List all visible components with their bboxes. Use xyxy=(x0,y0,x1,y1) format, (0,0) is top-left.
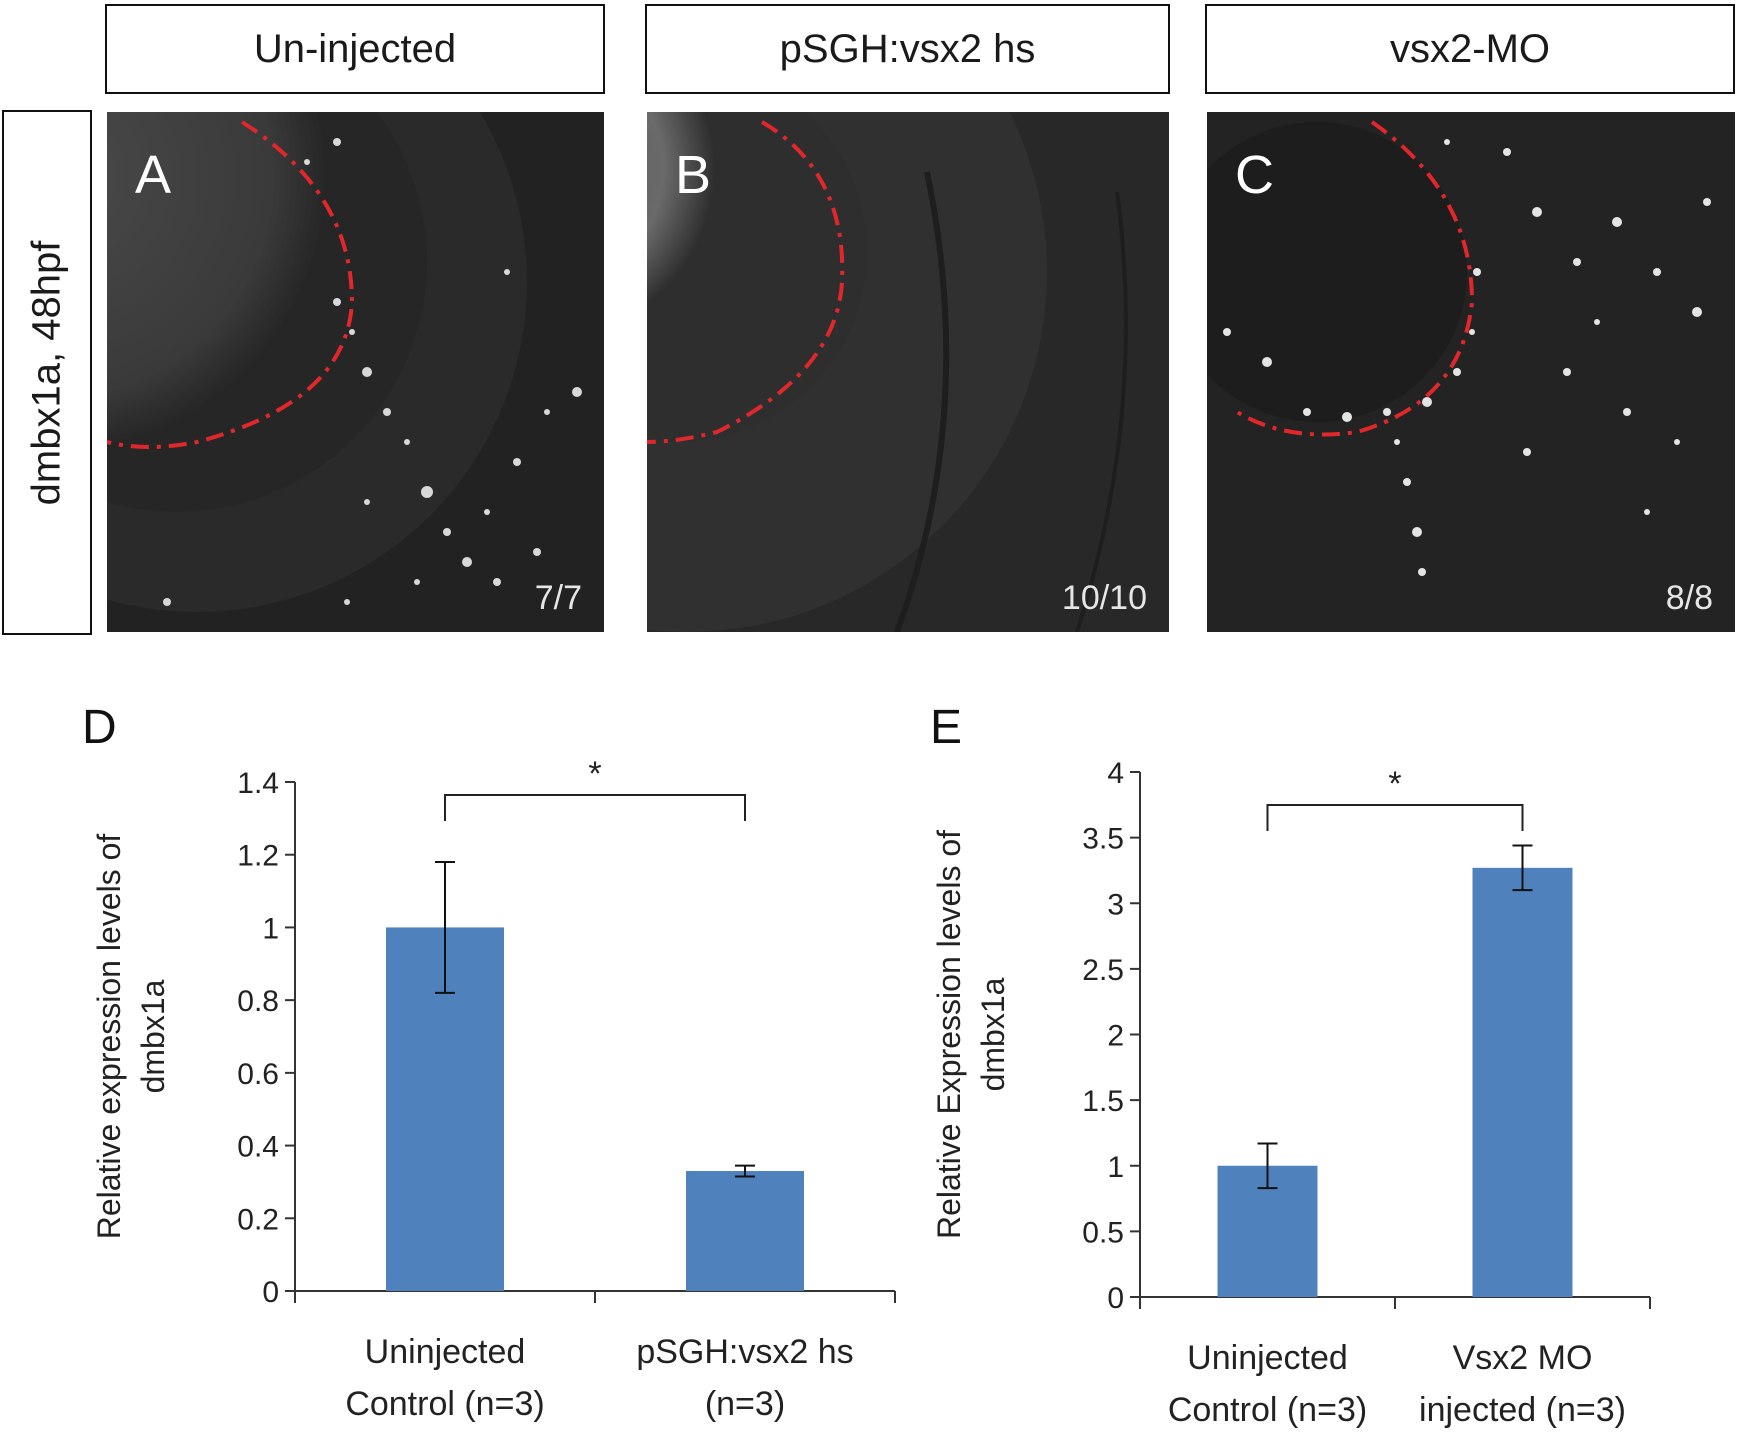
micrograph-image-b xyxy=(647,112,1169,632)
micrograph-image-c xyxy=(1207,112,1735,632)
significance-marker: * xyxy=(1388,765,1401,803)
y-tick-label: 1.5 xyxy=(1082,1085,1124,1118)
x-category-label: injected (n=3) xyxy=(1419,1391,1626,1429)
chart-svg: 0 0.5 1 1.5 2 2.5 3 3.5 4 Uninjected Control (n=3)… xyxy=(931,757,1651,1429)
panel-letter: B xyxy=(675,145,712,205)
panel-count: 10/10 xyxy=(1061,579,1147,617)
y-tick-label: 0.4 xyxy=(237,1131,279,1164)
bar xyxy=(686,1171,804,1291)
x-category-label: Control (n=3) xyxy=(1168,1391,1367,1429)
x-category-label: Uninjected xyxy=(365,1333,526,1371)
y-axis-label: Relative expression levels of xyxy=(91,834,127,1240)
y-tick-label: 1 xyxy=(1107,1151,1124,1184)
significance-bracket xyxy=(1266,804,1524,831)
row-header: dmbx1a, 48hpf xyxy=(2,110,92,635)
panel-letter: C xyxy=(1235,145,1274,205)
micrograph-image-a xyxy=(107,112,604,632)
x-category-label: pSGH:vsx2 hs xyxy=(636,1333,853,1371)
micrograph-panel-a: A 7/7 xyxy=(107,112,604,632)
y-tick-label: 1.4 xyxy=(237,767,279,800)
y-tick-label: 0.2 xyxy=(237,1203,279,1236)
column-header-label: vsx2-MO xyxy=(1390,26,1550,71)
x-category-label: Control (n=3) xyxy=(345,1385,544,1423)
y-tick-label: 4 xyxy=(1107,757,1124,790)
column-header-label: pSGH:vsx2 hs xyxy=(779,26,1036,71)
significance-bracket xyxy=(444,794,746,821)
micrograph-panel-c: C 8/8 xyxy=(1207,112,1735,632)
x-category-label: (n=3) xyxy=(705,1385,785,1423)
chart-letter-d: D xyxy=(82,701,117,754)
column-header-uninjected: Un-injected xyxy=(105,4,605,94)
panel-letter: A xyxy=(135,145,172,205)
bar-chart-e: 0 0.5 1 1.5 2 2.5 3 3.5 4 Uninjected Control (n=3)… xyxy=(930,750,1740,1440)
column-header-label: Un-injected xyxy=(253,26,457,71)
significance-marker: * xyxy=(588,755,601,793)
panel-count: 8/8 xyxy=(1665,579,1713,617)
retina-outline xyxy=(1235,120,1475,437)
signal-speckles xyxy=(163,138,582,606)
y-tick-label: 1.2 xyxy=(237,840,279,873)
y-axis-label: Relative Expression levels of xyxy=(931,830,967,1239)
column-header-psgh: pSGH:vsx2 hs xyxy=(645,4,1170,94)
y-axis-label: dmbx1a xyxy=(135,979,171,1093)
y-tick-label: 2 xyxy=(1107,1020,1124,1053)
y-tick-label: 0.6 xyxy=(237,1058,279,1091)
y-tick-label: 1 xyxy=(262,912,279,945)
panel-count: 7/7 xyxy=(534,579,582,617)
column-header-mo: vsx2-MO xyxy=(1205,4,1735,94)
x-category-label: Vsx2 MO xyxy=(1453,1339,1593,1377)
signal-speckles xyxy=(1223,139,1711,576)
bar-chart-d: 0 0.2 0.4 0.6 0.8 1 1.2 1.4 Uninjected Control (n… xyxy=(80,750,910,1440)
retina-outline xyxy=(647,120,845,444)
y-axis-label: dmbx1a xyxy=(975,977,1011,1091)
y-tick-label: 3.5 xyxy=(1082,823,1124,856)
row-header-label: dmbx1a, 48hpf xyxy=(24,240,69,505)
chart-svg: 0 0.2 0.4 0.6 0.8 1 1.2 1.4 Uninjected Control (n… xyxy=(91,755,896,1423)
bar xyxy=(1472,867,1573,1297)
y-tick-label: 0.8 xyxy=(237,985,279,1018)
y-tick-label: 0 xyxy=(262,1276,279,1309)
y-tick-label: 2.5 xyxy=(1082,954,1124,987)
y-tick-label: 3 xyxy=(1107,888,1124,921)
y-tick-label: 0 xyxy=(1107,1282,1124,1315)
retina-outline xyxy=(107,120,355,449)
y-tick-label: 0.5 xyxy=(1082,1216,1124,1249)
micrograph-panel-b: B 10/10 xyxy=(647,112,1169,632)
x-category-label: Uninjected xyxy=(1187,1339,1348,1377)
chart-letter-e: E xyxy=(930,701,963,754)
